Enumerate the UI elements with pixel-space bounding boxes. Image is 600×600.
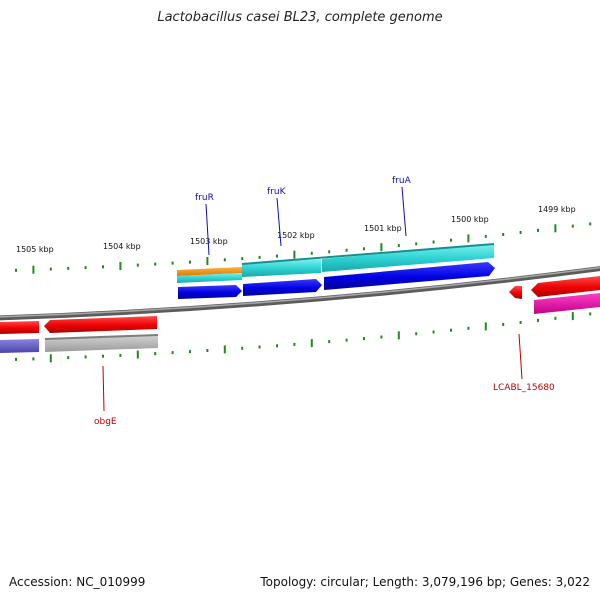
scale-label-1503: 1503 kbp (190, 237, 228, 246)
right-magenta-feature[interactable] (534, 293, 600, 314)
gene-label-obgE[interactable]: obgE (94, 417, 117, 427)
fruK-feature-cyan[interactable] (242, 259, 321, 277)
LCABL_15680-cds-arrow[interactable] (509, 286, 522, 299)
obgE-cds-arrow[interactable] (44, 316, 157, 333)
scale-label-1504: 1504 kbp (103, 242, 141, 251)
grey-track-edge (44, 334, 159, 340)
gene-label-fruK[interactable]: fruK (267, 187, 287, 197)
scale-label-1502: 1502 kbp (277, 231, 315, 240)
scale-label-1500: 1500 kbp (451, 215, 489, 224)
fruR-connector (205, 203, 210, 256)
fruR-feature-cyan[interactable] (177, 273, 242, 283)
LCABL_15680-connector (518, 333, 523, 380)
fruA-connector (401, 186, 407, 237)
reverse-strand-features (0, 276, 600, 353)
genome-backbone (0, 266, 600, 321)
fruR-cds-arrow[interactable] (178, 285, 242, 299)
inner-tick-track (15, 312, 592, 363)
right-red-cds-arrow[interactable] (531, 276, 600, 297)
cyan-track-edge (241, 243, 495, 265)
fruK-cds-arrow[interactable] (243, 279, 322, 296)
left-slate-feature[interactable] (0, 339, 39, 353)
forward-strand-features (177, 243, 495, 299)
scale-label-1501: 1501 kbp (364, 224, 402, 233)
accession-text: Accession: NC_010999 (9, 575, 146, 589)
fruA-feature-cyan[interactable] (322, 244, 494, 272)
genome-backbone-highlight (0, 266, 600, 318)
obgE-connector (102, 365, 105, 412)
scale-label-1499: 1499 kbp (538, 205, 576, 214)
fruA-cds-arrow[interactable] (324, 262, 495, 290)
gene-label-LCABL_15680[interactable]: LCABL_15680 (493, 383, 555, 393)
gene-label-fruA[interactable]: fruA (392, 176, 412, 186)
outer-tick-track (15, 222, 592, 274)
scale-label-1505: 1505 kbp (16, 245, 54, 254)
obgE-neighbor-cds[interactable] (0, 321, 39, 334)
map-title: Lactobacillus casei BL23, complete genom… (157, 10, 443, 25)
fruK-connector (276, 197, 282, 247)
obgE-grey-feature[interactable] (45, 335, 158, 352)
gene-label-fruR[interactable]: fruR (195, 193, 214, 203)
topology-summary: Topology: circular; Length: 3,079,196 bp… (260, 575, 590, 589)
